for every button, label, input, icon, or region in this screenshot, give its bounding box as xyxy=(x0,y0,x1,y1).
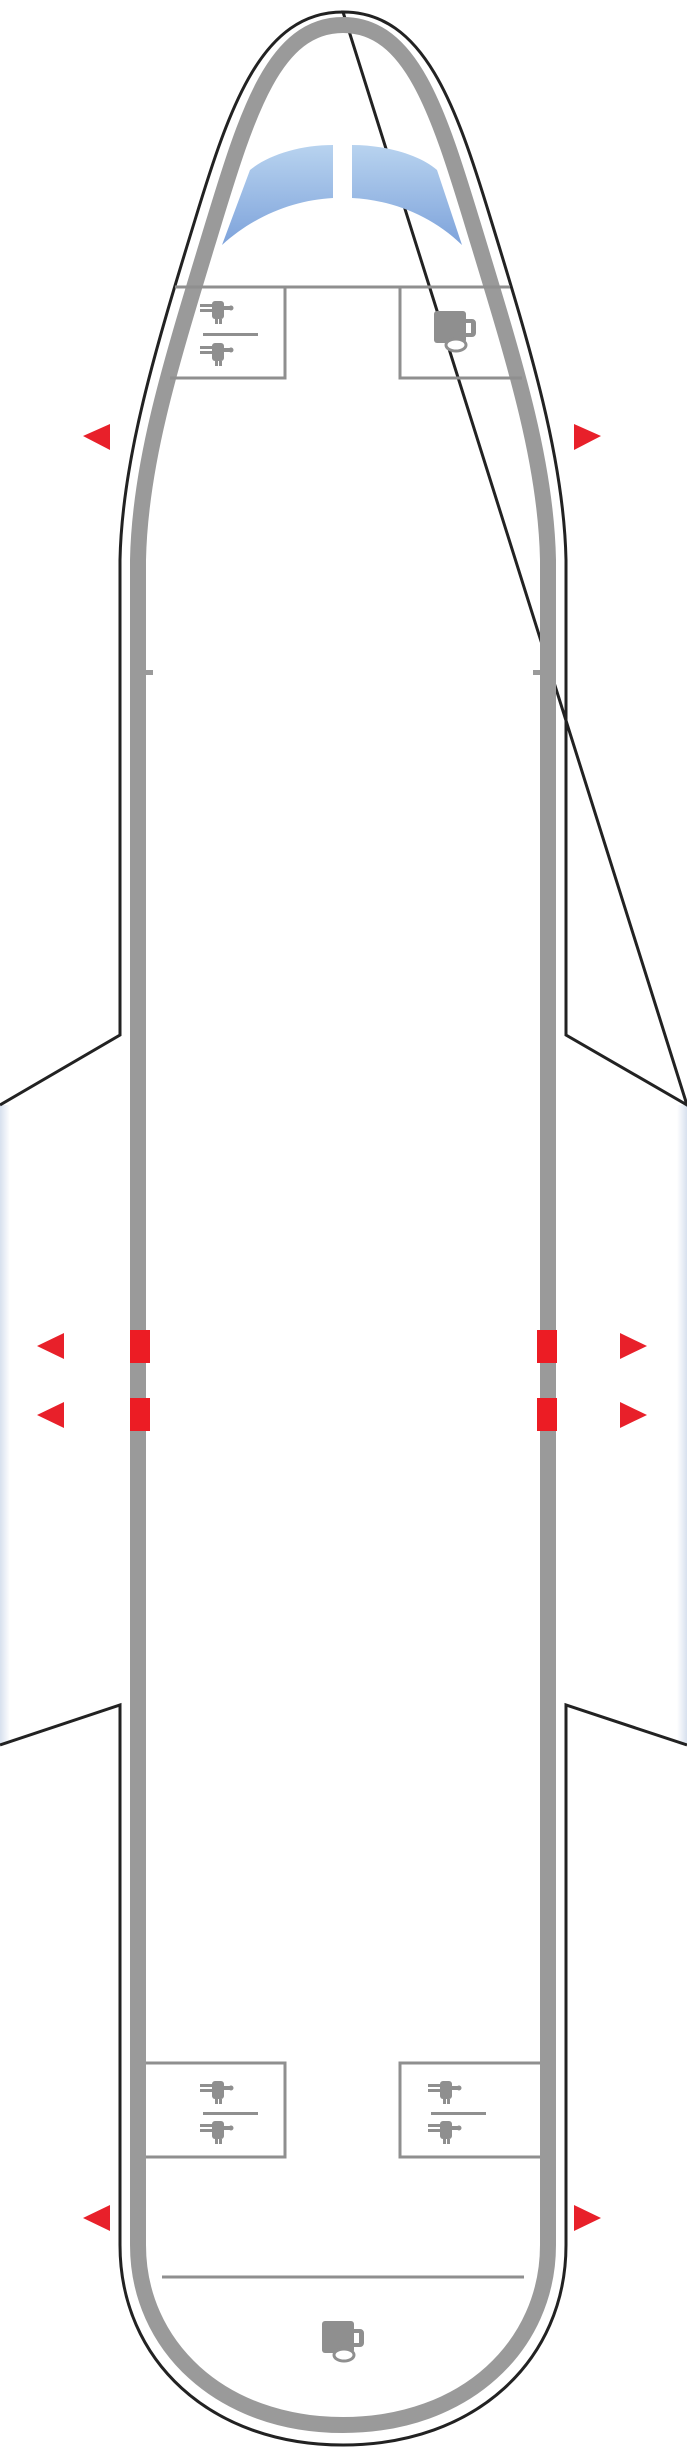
lavatory-divider xyxy=(203,333,258,336)
exit-arrow-wing-left-1 xyxy=(37,1333,64,1359)
lavatory-divider xyxy=(203,2112,258,2115)
lavatory-icon xyxy=(200,301,234,324)
galley-icon xyxy=(432,309,478,353)
lavatory-icon xyxy=(200,2081,234,2104)
exit-arrow-wing-right-2 xyxy=(620,1402,647,1428)
windshield-right xyxy=(352,145,462,245)
door-left-1 xyxy=(130,1330,150,1363)
lavatory-front-left xyxy=(170,285,287,380)
lavatory-rear-left xyxy=(146,2061,287,2159)
cabin-wall xyxy=(130,16,556,2434)
lavatory-divider xyxy=(431,2112,486,2115)
exit-arrow-wing-right-1 xyxy=(620,1333,647,1359)
wall-tick-right xyxy=(533,670,543,675)
door-right-1 xyxy=(537,1330,557,1363)
lavatory-icon xyxy=(200,2121,234,2144)
exit-arrow-rear-left xyxy=(83,2205,110,2231)
galley-icon xyxy=(320,2319,366,2363)
fuselage-outline xyxy=(0,10,687,2447)
exit-arrow-front-left xyxy=(83,424,110,450)
lavatory-icon xyxy=(200,343,234,366)
door-right-2 xyxy=(537,1398,557,1431)
exit-arrow-front-right xyxy=(574,424,601,450)
exit-arrow-rear-right xyxy=(574,2205,601,2231)
wall-tick-left xyxy=(143,670,153,675)
exit-arrow-wing-left-2 xyxy=(37,1402,64,1428)
lavatory-icon xyxy=(428,2081,462,2104)
lavatory-icon xyxy=(428,2121,462,2144)
windshield-left xyxy=(222,145,333,245)
door-left-2 xyxy=(130,1398,150,1431)
lavatory-rear-right xyxy=(398,2061,540,2159)
galley-front-right xyxy=(398,287,522,380)
right-wing-edge xyxy=(677,1105,687,1745)
left-wing-edge xyxy=(0,1105,10,1745)
